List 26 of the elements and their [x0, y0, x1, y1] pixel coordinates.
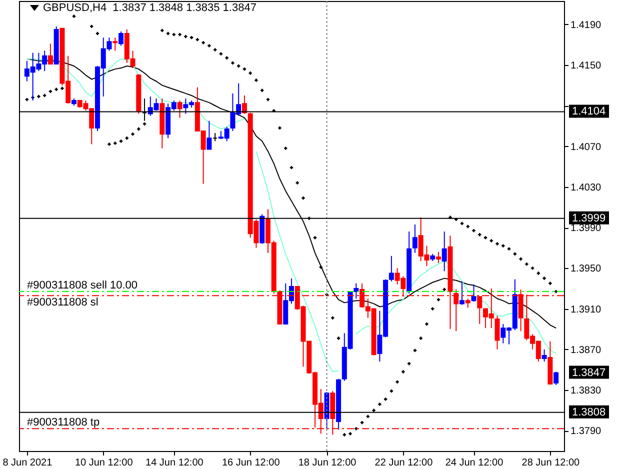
y-tick-label: 1.3910: [570, 304, 602, 316]
y-tick-label: 1.3950: [570, 264, 602, 275]
chart-title: GBPUSD,H4 1.3837 1.3848 1.3835 1.3847: [43, 2, 256, 14]
x-tick-label: 24 Jun 12:00: [445, 458, 504, 468]
y-tick-label: 1.4150: [570, 60, 602, 72]
ref-line-label: #900311808 sl: [27, 296, 98, 309]
y-tick-label: 1.3830: [570, 386, 602, 397]
x-tick-label: 22 Jun 12:00: [374, 458, 434, 468]
y-tick-label: 1.4070: [570, 142, 602, 153]
y-tick-label: 1.3790: [570, 426, 602, 438]
ref-line-label: #900311808 tp: [27, 416, 100, 429]
x-tick-label: 28 Jun 12:00: [522, 458, 580, 468]
y-tick-label: 1.3870: [570, 344, 602, 356]
y-tick-label: 1.4030: [570, 182, 602, 194]
ref-line-label: 1.3999: [572, 212, 606, 224]
text: 1.3847: [572, 366, 606, 379]
x-tick-label: 18 Jun 12:00: [298, 458, 357, 468]
y-tick-label: 1.3990: [570, 223, 602, 234]
y-tick-label: 1.4190: [570, 20, 602, 31]
ref-line-label: 1.4104: [572, 106, 606, 118]
x-tick-label: 16 Jun 12:00: [222, 458, 280, 468]
ref-line-label: #900311808 sell 10.00: [27, 280, 138, 292]
x-tick-label: 10 Jun 12:00: [74, 458, 134, 468]
x-tick-label: 8 Jun 2021: [2, 458, 53, 468]
x-tick-label: 14 Jun 12:00: [146, 458, 204, 468]
ref-line-label: 1.3808: [572, 406, 606, 418]
